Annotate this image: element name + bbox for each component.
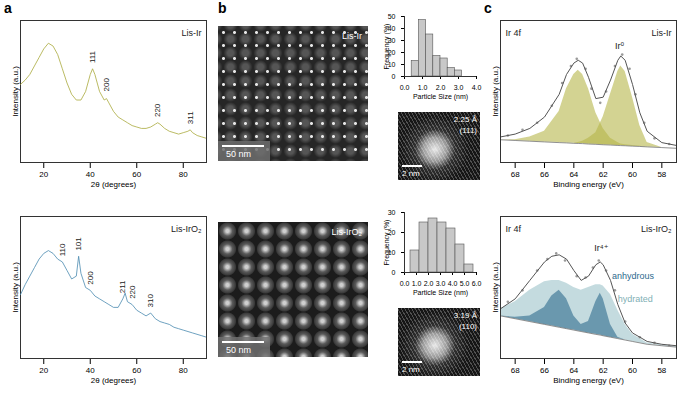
svg-text:Ir⁴⁺: Ir⁴⁺ — [594, 243, 608, 253]
svg-text:311: 311 — [186, 111, 195, 124]
svg-text:10: 10 — [387, 248, 396, 256]
svg-text:310: 310 — [146, 293, 155, 307]
html-text:3.19 Å: 3.19 Å — [453, 311, 477, 320]
svg-text:4.0: 4.0 — [448, 280, 458, 287]
svg-text:62: 62 — [599, 366, 608, 375]
svg-text:Intensity (a.u.): Intensity (a.u.) — [491, 66, 500, 117]
svg-text:60: 60 — [132, 170, 141, 179]
svg-text:220: 220 — [128, 285, 137, 299]
svg-text:Lis-Ir: Lis-Ir — [652, 28, 672, 38]
html-text:2.25 Å: 2.25 Å — [453, 115, 477, 124]
svg-text:3.0: 3.0 — [454, 84, 464, 91]
svg-text:Binding energy (eV): Binding energy (eV) — [553, 376, 624, 385]
svg-text:110: 110 — [58, 243, 67, 256]
svg-text:anhydrous: anhydrous — [612, 271, 655, 281]
html-text:b: b — [218, 0, 227, 16]
svg-text:58: 58 — [657, 366, 666, 375]
svg-text:68: 68 — [511, 170, 520, 179]
svg-text:Intensity (a.u.): Intensity (a.u.) — [491, 262, 500, 313]
svg-text:Binding energy (eV): Binding energy (eV) — [553, 180, 624, 189]
svg-text:2θ (degrees): 2θ (degrees) — [91, 180, 137, 189]
html-text:Lis-IrO₂: Lis-IrO₂ — [331, 227, 362, 237]
svg-text:20: 20 — [39, 366, 48, 375]
svg-text:80: 80 — [179, 366, 188, 375]
svg-text:211: 211 — [118, 280, 127, 293]
svg-text:Lis-Ir: Lis-Ir — [182, 28, 202, 38]
svg-text:0: 0 — [392, 73, 396, 80]
svg-text:2θ (degrees): 2θ (degrees) — [91, 376, 137, 385]
svg-text:40: 40 — [86, 366, 95, 375]
svg-text:80: 80 — [179, 170, 188, 179]
svg-text:68: 68 — [511, 366, 520, 375]
svg-text:64: 64 — [569, 170, 578, 179]
svg-text:30: 30 — [387, 36, 396, 44]
svg-text:Particle Size (nm): Particle Size (nm) — [413, 289, 468, 297]
svg-text:Ir 4f: Ir 4f — [506, 28, 522, 38]
svg-text:101: 101 — [74, 237, 83, 251]
svg-text:6.0: 6.0 — [472, 280, 482, 287]
svg-text:Lis-IrO₂: Lis-IrO₂ — [171, 224, 202, 234]
svg-text:Ir 4f: Ir 4f — [506, 224, 522, 234]
html-text:c: c — [484, 0, 492, 16]
svg-text:1.0: 1.0 — [418, 84, 428, 91]
svg-text:4.0: 4.0 — [472, 84, 482, 91]
svg-text:0: 0 — [392, 269, 396, 276]
svg-text:60: 60 — [132, 366, 141, 375]
svg-text:2.0: 2.0 — [436, 84, 446, 91]
svg-text:58: 58 — [657, 170, 666, 179]
svg-text:Ir⁰: Ir⁰ — [615, 41, 624, 51]
html-text:a: a — [4, 0, 12, 16]
html-text:Lis-Ir: Lis-Ir — [342, 31, 362, 41]
svg-text:40: 40 — [387, 24, 396, 32]
svg-text:Particle Size (nm): Particle Size (nm) — [413, 93, 468, 101]
svg-text:50: 50 — [388, 13, 396, 20]
svg-text:Intensity (a.u.): Intensity (a.u.) — [11, 262, 20, 313]
svg-text:5.0: 5.0 — [460, 280, 470, 287]
svg-text:200: 200 — [102, 78, 111, 92]
svg-text:2.0: 2.0 — [424, 280, 434, 287]
html-text:2 nm: 2 nm — [402, 169, 420, 178]
svg-text:10: 10 — [387, 60, 396, 68]
svg-text:0.0: 0.0 — [400, 280, 410, 287]
svg-text:20: 20 — [387, 48, 396, 56]
html-text:(110): (110) — [458, 322, 477, 331]
svg-text:111: 111 — [88, 50, 97, 63]
svg-text:Lis-IrO₂: Lis-IrO₂ — [641, 224, 672, 234]
svg-text:64: 64 — [569, 366, 578, 375]
html-text:50 nm: 50 nm — [226, 345, 251, 355]
svg-text:20: 20 — [39, 170, 48, 179]
svg-text:62: 62 — [599, 170, 608, 179]
svg-text:1.0: 1.0 — [412, 280, 422, 287]
html-text:50 nm: 50 nm — [226, 149, 251, 159]
svg-text:30: 30 — [388, 209, 396, 216]
svg-text:200: 200 — [86, 271, 95, 285]
svg-text:Intensity (a.u.): Intensity (a.u.) — [11, 66, 20, 117]
svg-text:66: 66 — [540, 366, 549, 375]
svg-text:60: 60 — [628, 170, 637, 179]
svg-text:0.0: 0.0 — [400, 84, 410, 91]
svg-text:hydrated: hydrated — [618, 294, 653, 304]
svg-text:3.0: 3.0 — [436, 280, 446, 287]
svg-text:20: 20 — [387, 228, 396, 236]
html-text:(111): (111) — [459, 126, 477, 135]
svg-text:60: 60 — [628, 366, 637, 375]
svg-text:Frequency (%): Frequency (%) — [383, 24, 391, 70]
svg-text:Frequency (%): Frequency (%) — [383, 220, 391, 266]
html-text:2 nm: 2 nm — [402, 365, 420, 374]
svg-text:220: 220 — [153, 103, 162, 117]
svg-text:40: 40 — [86, 170, 95, 179]
svg-text:66: 66 — [540, 170, 549, 179]
